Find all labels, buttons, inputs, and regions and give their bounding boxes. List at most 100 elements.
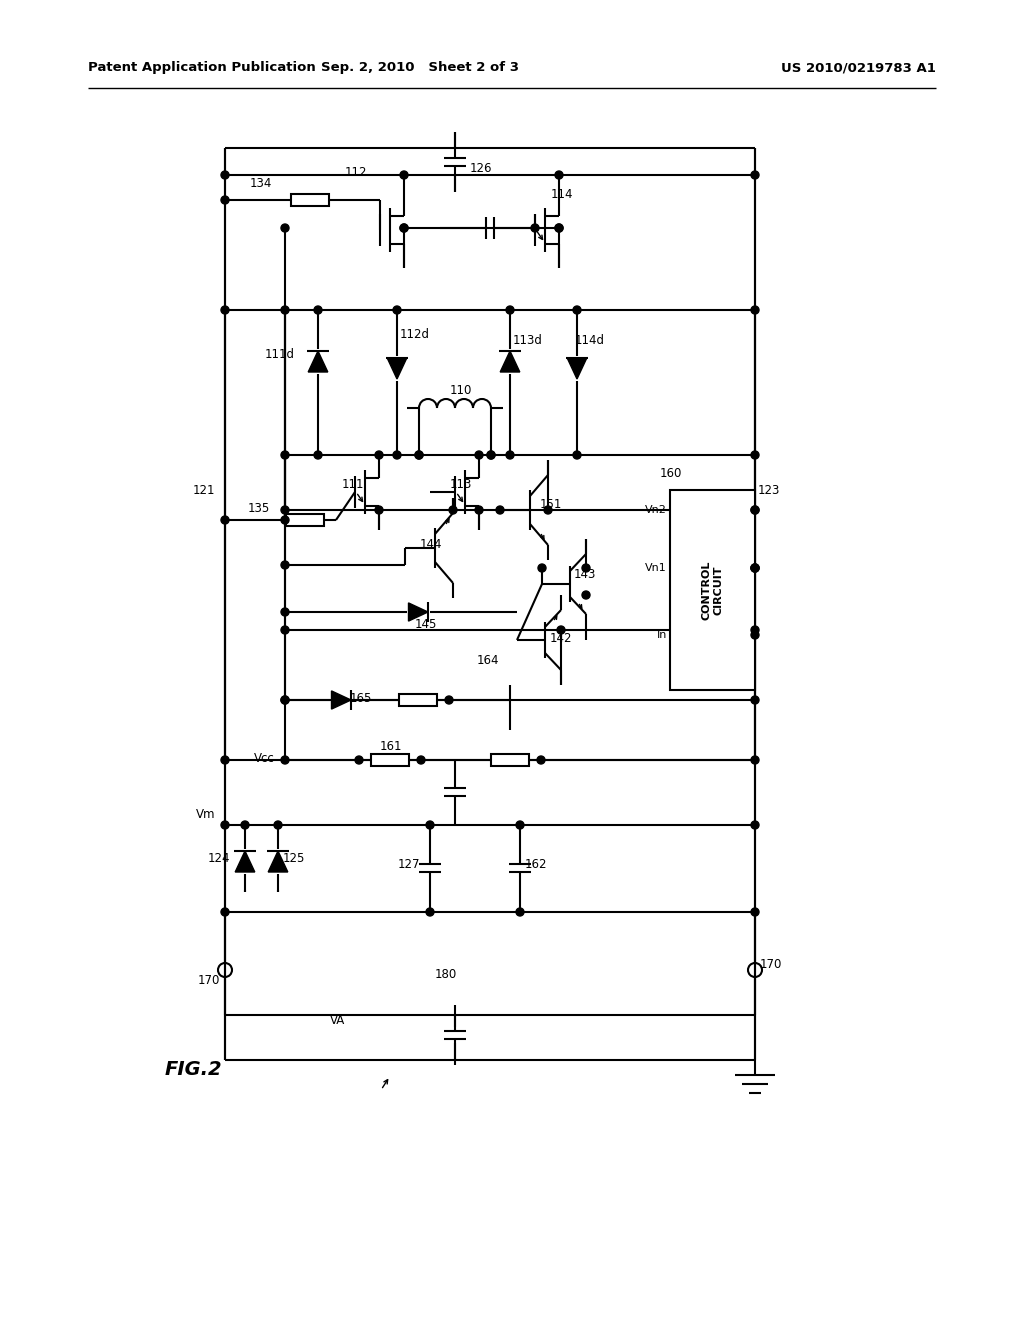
Text: 127: 127: [397, 858, 420, 871]
Circle shape: [355, 756, 362, 764]
Text: VA: VA: [330, 1014, 345, 1027]
Circle shape: [751, 306, 759, 314]
Text: Vn2: Vn2: [645, 506, 667, 515]
Circle shape: [221, 172, 229, 180]
Circle shape: [281, 609, 289, 616]
Circle shape: [221, 756, 229, 764]
Circle shape: [281, 561, 289, 569]
Circle shape: [221, 306, 229, 314]
Circle shape: [417, 756, 425, 764]
Text: 111d: 111d: [265, 348, 295, 362]
Circle shape: [487, 451, 495, 459]
Text: 114d: 114d: [575, 334, 605, 346]
Text: 113d: 113d: [513, 334, 543, 346]
Circle shape: [281, 306, 289, 314]
Circle shape: [415, 451, 423, 459]
Text: 113: 113: [450, 479, 472, 491]
Circle shape: [573, 306, 581, 314]
Text: 121: 121: [193, 483, 215, 496]
Circle shape: [751, 821, 759, 829]
Circle shape: [751, 564, 759, 572]
Circle shape: [221, 516, 229, 524]
Circle shape: [751, 696, 759, 704]
Circle shape: [393, 451, 401, 459]
Text: Vn1: Vn1: [645, 564, 667, 573]
Text: 135: 135: [248, 502, 270, 515]
Circle shape: [555, 224, 563, 232]
Circle shape: [582, 591, 590, 599]
Polygon shape: [332, 690, 351, 709]
Circle shape: [400, 224, 408, 232]
Bar: [286, 513, 324, 525]
Circle shape: [555, 172, 563, 180]
Circle shape: [751, 506, 759, 513]
Text: 170: 170: [198, 974, 220, 986]
Bar: [399, 694, 437, 706]
Circle shape: [516, 821, 524, 829]
Text: 124: 124: [208, 851, 230, 865]
Circle shape: [751, 564, 759, 572]
Circle shape: [281, 224, 289, 232]
Circle shape: [281, 451, 289, 459]
Circle shape: [314, 451, 322, 459]
Bar: [291, 194, 329, 206]
Circle shape: [751, 631, 759, 639]
Circle shape: [531, 224, 539, 232]
Text: CONTROL
CIRCUIT: CONTROL CIRCUIT: [701, 560, 723, 619]
Circle shape: [415, 451, 423, 459]
Text: 180: 180: [435, 969, 458, 982]
Text: 165: 165: [350, 692, 373, 705]
Circle shape: [241, 821, 249, 829]
Circle shape: [544, 506, 552, 513]
Circle shape: [393, 306, 401, 314]
Circle shape: [516, 908, 524, 916]
Circle shape: [221, 821, 229, 829]
Text: 125: 125: [283, 851, 305, 865]
Bar: [670, 490, 755, 690]
Circle shape: [751, 908, 759, 916]
Text: 142: 142: [550, 631, 572, 644]
Text: Sep. 2, 2010   Sheet 2 of 3: Sep. 2, 2010 Sheet 2 of 3: [321, 62, 519, 74]
Circle shape: [475, 506, 483, 513]
Circle shape: [751, 626, 759, 634]
Text: Vm: Vm: [196, 808, 215, 821]
Polygon shape: [567, 358, 587, 379]
Circle shape: [445, 696, 453, 704]
Polygon shape: [268, 851, 288, 873]
Circle shape: [557, 626, 565, 634]
Circle shape: [281, 756, 289, 764]
Circle shape: [449, 506, 457, 513]
Text: 160: 160: [660, 467, 682, 480]
Bar: [490, 754, 529, 766]
Text: 134: 134: [250, 177, 272, 190]
Text: US 2010/0219783 A1: US 2010/0219783 A1: [781, 62, 936, 74]
Circle shape: [314, 306, 322, 314]
Text: In: In: [656, 630, 667, 640]
Circle shape: [375, 451, 383, 459]
Polygon shape: [409, 603, 428, 622]
Text: 123: 123: [758, 483, 780, 496]
Text: 161: 161: [380, 741, 402, 752]
Text: 111: 111: [342, 479, 365, 491]
Circle shape: [221, 908, 229, 916]
Circle shape: [487, 451, 495, 459]
Circle shape: [506, 306, 514, 314]
Text: 112: 112: [345, 166, 368, 180]
Text: 170: 170: [760, 958, 782, 972]
Polygon shape: [236, 851, 255, 873]
Text: Patent Application Publication: Patent Application Publication: [88, 62, 315, 74]
Bar: [371, 754, 409, 766]
Text: 151: 151: [540, 499, 562, 511]
Text: 162: 162: [525, 858, 548, 871]
Circle shape: [538, 564, 546, 572]
Circle shape: [281, 506, 289, 513]
Text: 110: 110: [450, 384, 472, 396]
Circle shape: [426, 821, 434, 829]
Circle shape: [400, 172, 408, 180]
Circle shape: [573, 451, 581, 459]
Polygon shape: [387, 358, 407, 379]
Circle shape: [751, 451, 759, 459]
Circle shape: [221, 195, 229, 205]
Circle shape: [375, 506, 383, 513]
Circle shape: [281, 516, 289, 524]
